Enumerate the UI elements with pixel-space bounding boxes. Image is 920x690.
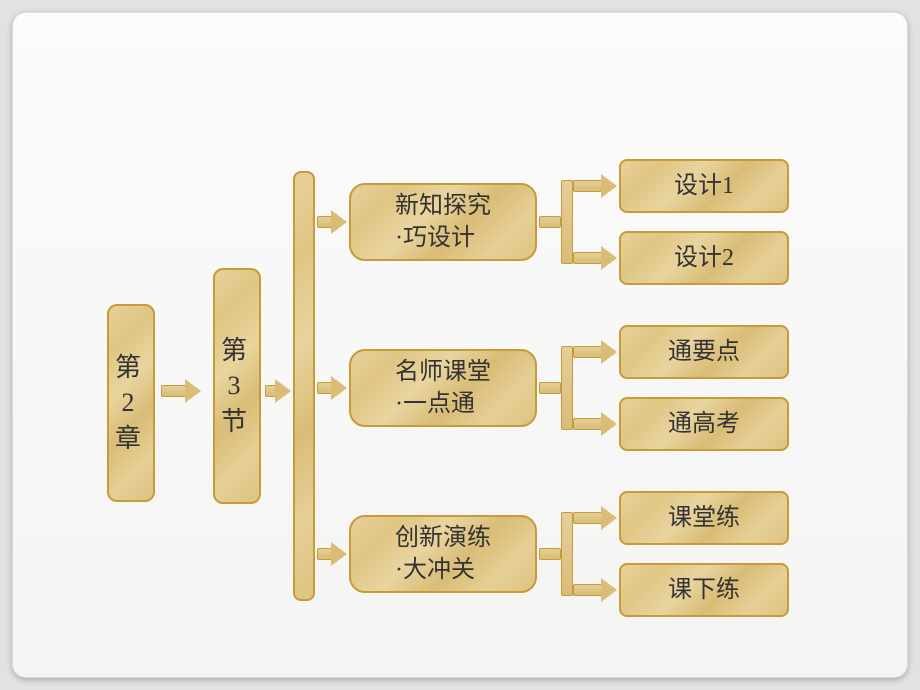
connector-stub xyxy=(539,548,561,560)
node-mid-3-line1: 创新演练 xyxy=(395,525,491,551)
node-mid-2-line1: 名师课堂 xyxy=(395,359,491,385)
connector-bracket xyxy=(561,346,573,430)
node-mid-1-line2: ·巧设计 xyxy=(395,225,475,251)
node-mid-1: 新知探究 ·巧设计 xyxy=(349,183,537,261)
connector-stub xyxy=(539,216,561,228)
node-leaf-4-label: 通高考 xyxy=(668,409,740,439)
node-leaf-5-label: 课堂练 xyxy=(668,503,740,533)
slide-canvas: 第2章 第3节 新知探究 ·巧设计 名师课堂 ·一点通 创新演练 ·大冲关 设计… xyxy=(12,12,908,678)
node-leaf-1-label: 设计1 xyxy=(674,171,734,201)
node-mid-1-line1: 新知探究 xyxy=(395,193,491,219)
node-section: 第3节 xyxy=(213,268,261,504)
node-chapter: 第2章 xyxy=(107,304,155,502)
node-leaf-2-label: 设计2 xyxy=(674,243,734,273)
node-leaf-5: 课堂练 xyxy=(619,491,789,545)
node-leaf-4: 通高考 xyxy=(619,397,789,451)
connector-bracket xyxy=(561,180,573,264)
node-mid-3-line2: ·大冲关 xyxy=(395,557,475,583)
node-leaf-1: 设计1 xyxy=(619,159,789,213)
node-mid-2: 名师课堂 ·一点通 xyxy=(349,349,537,427)
node-mid-3: 创新演练 ·大冲关 xyxy=(349,515,537,593)
node-leaf-2: 设计2 xyxy=(619,231,789,285)
node-leaf-6: 课下练 xyxy=(619,563,789,617)
node-leaf-3: 通要点 xyxy=(619,325,789,379)
node-mid-2-line2: ·一点通 xyxy=(395,391,475,417)
vertical-bar xyxy=(293,171,315,601)
node-leaf-6-label: 课下练 xyxy=(668,575,740,605)
connector-bracket xyxy=(561,512,573,596)
node-leaf-3-label: 通要点 xyxy=(668,337,740,367)
connector-stub xyxy=(539,382,561,394)
